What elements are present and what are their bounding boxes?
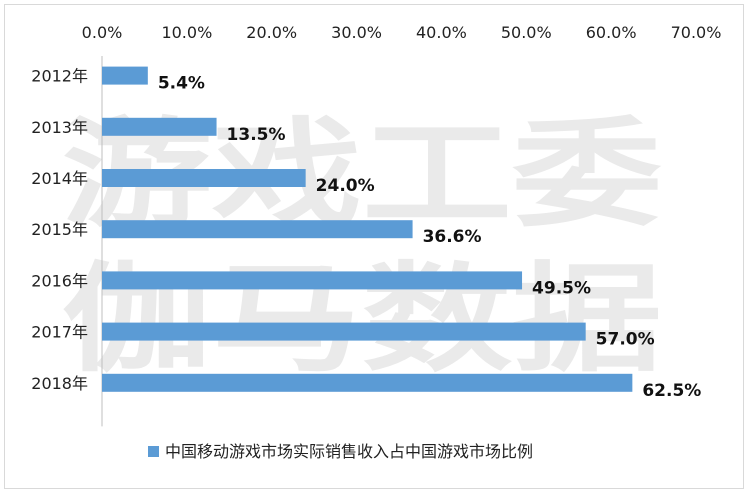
data-label: 5.4% [158, 74, 205, 94]
x-tick-label: 70.0% [671, 23, 722, 42]
x-tick-label: 0.0% [82, 23, 123, 42]
legend: 中国移动游戏市场实际销售收入占中国游戏市场比例 [148, 442, 533, 461]
category-label: 2018年 [31, 374, 88, 393]
x-tick-label: 50.0% [501, 23, 552, 42]
data-label: 24.0% [316, 176, 375, 196]
bar [102, 66, 148, 85]
bar [102, 373, 633, 392]
bar [102, 220, 413, 239]
watermark-text: 伽马数据 [62, 250, 662, 388]
category-label: 2015年 [31, 220, 88, 239]
chart-axes: 0.0% 10.0% 20.0% 30.0% 40.0% 50.0% 60.0% 70.0% 2… [31, 23, 722, 427]
category-label: 2017年 [31, 323, 88, 342]
category-label: 2013年 [31, 118, 88, 137]
legend-swatch [148, 446, 159, 457]
x-tick-label: 60.0% [586, 23, 637, 42]
data-label: 57.0% [596, 330, 655, 350]
data-label: 13.5% [227, 125, 286, 145]
data-label: 62.5% [642, 381, 701, 401]
bar [102, 169, 306, 187]
x-tick-label: 30.0% [331, 23, 382, 42]
category-label: 2012年 [31, 67, 88, 86]
bar [102, 322, 586, 341]
category-label: 2016年 [31, 271, 88, 290]
chart-frame [4, 4, 744, 489]
bar [102, 117, 217, 136]
data-label: 36.6% [423, 227, 482, 247]
legend-label: 中国移动游戏市场实际销售收入占中国游戏市场比例 [165, 442, 533, 461]
category-label: 2014年 [31, 169, 88, 188]
bars: 5.4% 13.5% 24.0% 36.6% 49.5% 57.0% 62.5% [102, 66, 701, 401]
x-tick-label: 40.0% [416, 23, 467, 42]
x-tick-label: 20.0% [246, 23, 297, 42]
data-label: 49.5% [532, 278, 591, 298]
bar [102, 271, 523, 290]
x-tick-label: 10.0% [161, 23, 212, 42]
